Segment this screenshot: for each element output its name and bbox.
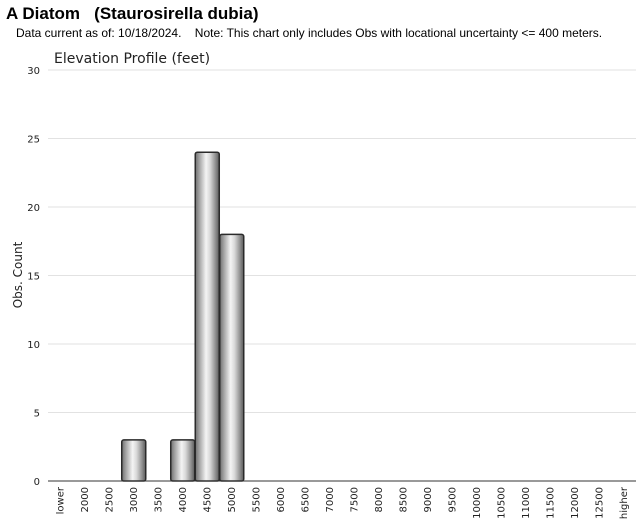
y-axis-label: Obs. Count — [11, 241, 25, 308]
y-tick-label: 30 — [27, 66, 40, 77]
x-tick-label: 11500 — [545, 487, 556, 519]
x-tick-label: lower — [55, 486, 66, 514]
y-tick-label: 0 — [34, 477, 40, 488]
x-tick-label: 3000 — [129, 487, 140, 512]
x-tick-label: 12000 — [570, 487, 581, 519]
x-tick-label: 10000 — [472, 487, 483, 519]
x-tick-label: 4000 — [178, 487, 189, 512]
bar-4500 — [194, 151, 221, 482]
x-tick-label: 4500 — [202, 487, 213, 512]
y-tick-label: 10 — [27, 340, 40, 351]
bar-3000 — [120, 439, 147, 482]
x-tick-label: 5500 — [251, 487, 262, 512]
x-tick-label: 8000 — [374, 487, 385, 512]
page-title: A Diatom (Staurosirella dubia) — [6, 4, 259, 23]
x-tick-label: 12500 — [594, 487, 605, 519]
bar-5000 — [218, 233, 245, 482]
y-tick-label: 20 — [27, 203, 40, 214]
data-note: Data current as of: 10/18/2024. Note: Th… — [16, 26, 603, 40]
y-tick-label: 5 — [34, 409, 40, 420]
y-tick-label: 15 — [27, 272, 40, 283]
x-tick-label: 2000 — [80, 487, 91, 512]
x-tick-label: 9500 — [447, 487, 458, 512]
x-tick-label: 5000 — [227, 487, 238, 512]
x-tick-label: 6000 — [276, 487, 287, 512]
x-tick-label: 11000 — [521, 487, 532, 519]
x-tick-label: 9000 — [423, 487, 434, 512]
x-tick-label: 8500 — [398, 487, 409, 512]
x-tick-label: 7000 — [325, 487, 336, 512]
bar-4000 — [169, 439, 196, 482]
chart-title: Elevation Profile (feet) — [54, 51, 210, 67]
x-tick-label: 7500 — [349, 487, 360, 512]
x-tick-label: 2500 — [104, 487, 115, 512]
x-tick-label: 6500 — [300, 487, 311, 512]
x-tick-label: higher — [619, 486, 630, 519]
x-tick-label: 3500 — [153, 487, 164, 512]
x-tick-label: 10500 — [496, 487, 507, 519]
y-tick-label: 25 — [27, 135, 40, 146]
